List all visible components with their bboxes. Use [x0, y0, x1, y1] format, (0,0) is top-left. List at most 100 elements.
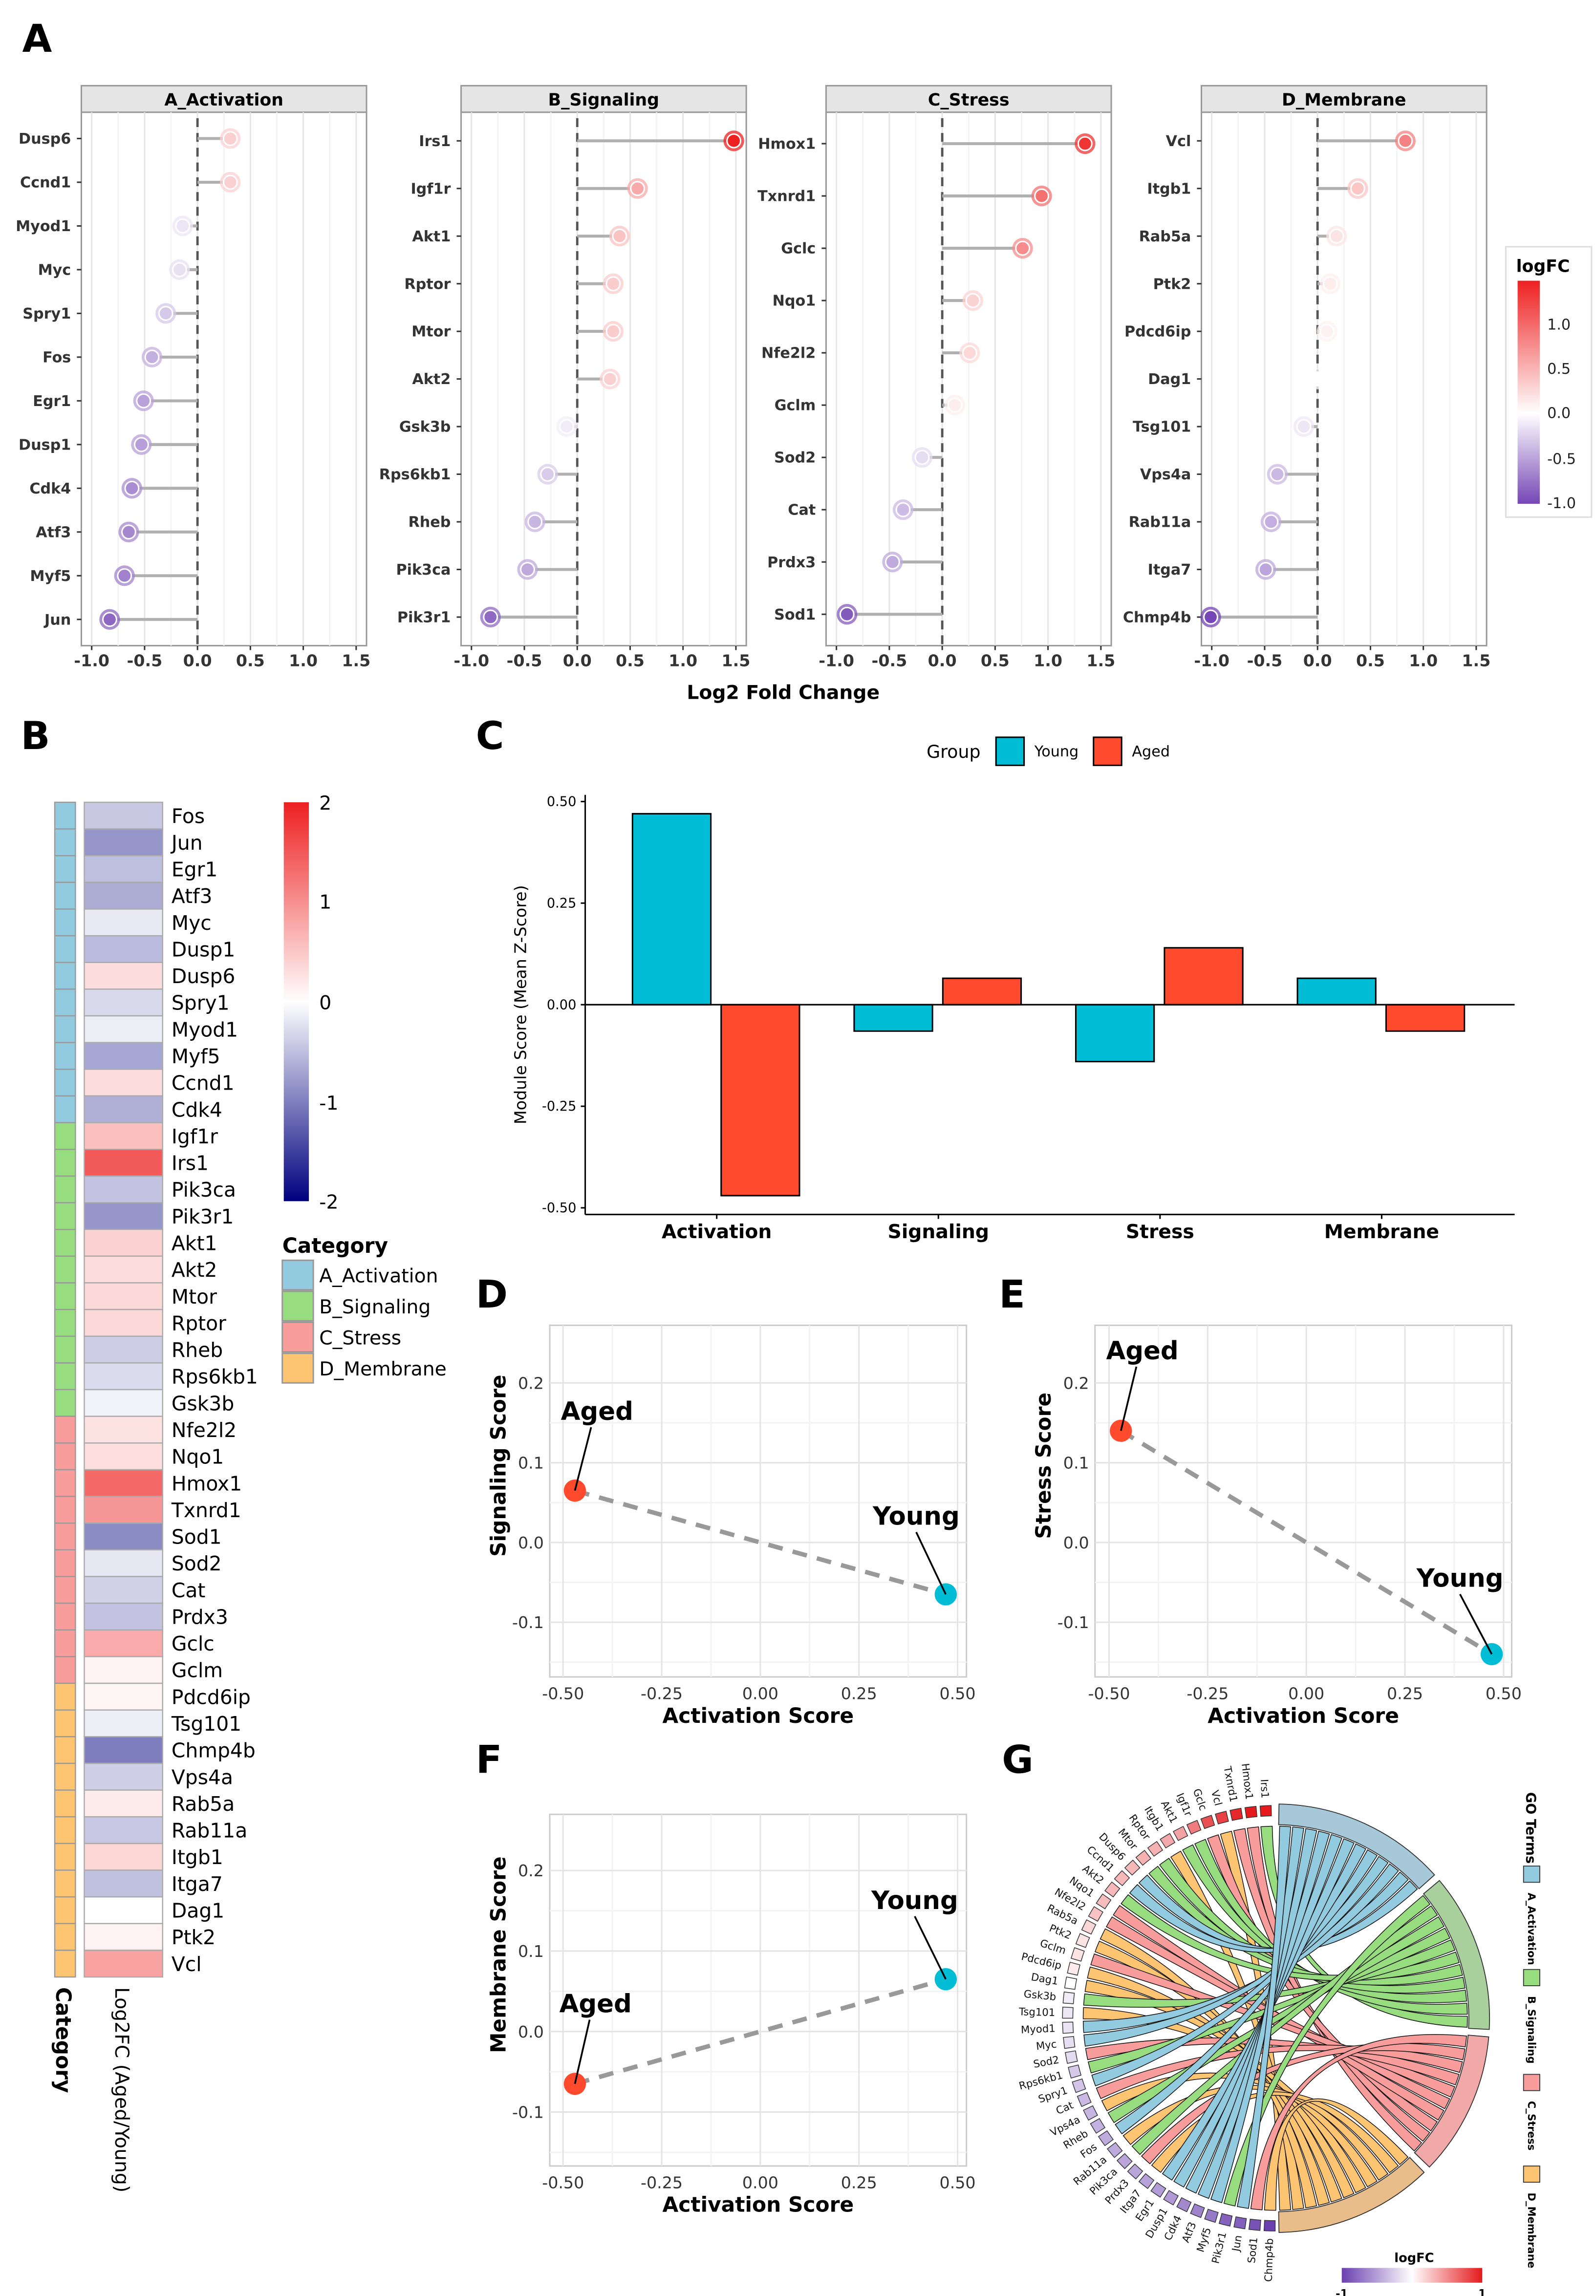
heatmap-cell	[84, 1069, 163, 1097]
heatmap-cell	[84, 1175, 163, 1203]
lollipop-point	[136, 393, 151, 408]
gene-label: Chmp4b	[1123, 609, 1191, 626]
gene-logfc-cell	[1204, 2209, 1219, 2223]
gene-label: Vcl	[1166, 133, 1191, 150]
category-cell	[54, 1469, 76, 1497]
gene-label: Gclc	[1191, 1787, 1209, 1812]
lollipop-point	[527, 514, 543, 530]
go-terms-legend-swatch	[1523, 1969, 1540, 1986]
panel-label-B: B	[21, 713, 50, 758]
x-tick-label: Stress	[1126, 1221, 1194, 1243]
category-cell	[54, 1389, 76, 1417]
x-tick-label: 0.25	[841, 1684, 877, 1703]
x-tick-label: -0.50	[542, 1684, 584, 1703]
category-legend-label: C_Stress	[319, 1328, 401, 1350]
y-tick-label: 0.2	[1063, 1373, 1089, 1393]
annotation-pointer	[574, 1427, 592, 1491]
heatmap-cell	[84, 1576, 163, 1604]
lollipop-point	[1319, 323, 1335, 339]
column-label-log2fc: Log2FC (Aged/Young)	[110, 1987, 132, 2192]
gene-label: Pik3r1	[1209, 2231, 1229, 2265]
x-tick-label: 0.5	[1356, 651, 1385, 670]
lollipop-point	[605, 323, 621, 339]
y-tick-label: 0.0	[1063, 1533, 1089, 1552]
lollipop-point	[630, 181, 646, 196]
chord-ribbon	[1084, 1980, 1355, 2198]
heatmap-cell	[84, 1843, 163, 1871]
category-cell	[54, 1869, 76, 1898]
column-label-category: Category	[51, 1987, 75, 2093]
heatmap-cell	[84, 1042, 163, 1070]
gene-logfc-cell	[1098, 2130, 1114, 2146]
category-cell	[54, 1416, 76, 1444]
lollipop-point	[1296, 419, 1312, 434]
lollipop-point	[839, 606, 855, 622]
colorbar-tick-label: -1	[1336, 2288, 1348, 2296]
x-tick-label: -0.25	[641, 1684, 683, 1703]
bar-young-activation	[631, 813, 712, 1006]
gene-label: Irs1	[1258, 1779, 1272, 1799]
x-tick-label: -0.25	[641, 2173, 683, 2192]
category-cell	[54, 1896, 76, 1925]
x-tick-label: 0.25	[1387, 1684, 1423, 1703]
category-cell	[54, 1496, 76, 1524]
category-arc-d_membrane	[1278, 2157, 1425, 2233]
row-label: Rptor	[172, 1311, 226, 1335]
legend-label-aged: Aged	[1132, 743, 1170, 760]
x-tick-label: 1.0	[289, 651, 318, 670]
y-axis-title: Stress Score	[1032, 1393, 1056, 1539]
x-tick-label: -0.25	[1186, 1684, 1229, 1703]
category-cell	[54, 828, 76, 857]
x-tick-label: 0.5	[981, 651, 1010, 670]
y-tick-label: 0.1	[1063, 1454, 1089, 1473]
chord-ribbon	[1223, 1895, 1431, 2207]
heatmap-cell	[84, 1416, 163, 1444]
gene-label: Nqo1	[773, 293, 816, 310]
facet-strip	[80, 85, 367, 113]
bar-young-membrane	[1296, 977, 1377, 1006]
lollipop-point	[895, 502, 911, 517]
row-label: Rheb	[172, 1338, 223, 1362]
facet-strip	[460, 85, 747, 113]
gene-logfc-cell	[1259, 1805, 1272, 1817]
row-label: Vps4a	[172, 1765, 233, 1789]
gene-logfc-cell	[1218, 2213, 1233, 2227]
gene-logfc-cell	[1077, 2092, 1092, 2107]
gene-label: Igf1r	[410, 180, 451, 197]
row-label: Dusp1	[172, 938, 235, 961]
colorbar-tick-label: -1	[319, 1093, 338, 1115]
lollipop-point	[602, 371, 618, 387]
point-label-young: Young	[872, 1502, 960, 1531]
row-label: Prdx3	[172, 1605, 228, 1629]
plot-panel	[549, 1813, 968, 2167]
category-cell	[54, 962, 76, 990]
x-tick-label: 0.5	[616, 651, 645, 670]
heatmap-cell	[84, 1496, 163, 1524]
lollipop-point	[605, 276, 621, 292]
lollipop-point	[102, 612, 117, 627]
chord-ribbon	[1091, 1849, 1378, 2087]
x-tick-label: -0.5	[127, 651, 163, 670]
row-label: Jun	[170, 831, 203, 855]
gene-label: Gclc	[781, 240, 816, 257]
category-cell	[54, 801, 76, 830]
heatmap-colorbar	[283, 802, 309, 1202]
lollipop-point	[124, 480, 140, 496]
gene-logfc-cell	[1063, 2036, 1076, 2049]
lollipop-point	[1270, 467, 1285, 482]
colorbar-tick-label: -2	[319, 1191, 338, 1213]
row-label: Rab11a	[172, 1819, 247, 1843]
gene-logfc-cell	[1190, 2203, 1205, 2218]
gene-label: Fos	[43, 349, 71, 366]
row-label: Sod2	[172, 1552, 222, 1575]
category-cell	[54, 1335, 76, 1364]
heatmap-cell	[84, 1095, 163, 1123]
gene-logfc-cell	[1070, 1947, 1085, 1962]
colorbar-tick-label: 2	[319, 793, 331, 815]
heatmap-cell	[84, 908, 163, 937]
row-label: Sod1	[172, 1525, 222, 1549]
panel-label-G: G	[1002, 1738, 1034, 1782]
heatmap-cell	[84, 988, 163, 1017]
lollipop-point	[172, 262, 187, 278]
gene-logfc-cell	[1127, 2163, 1143, 2180]
